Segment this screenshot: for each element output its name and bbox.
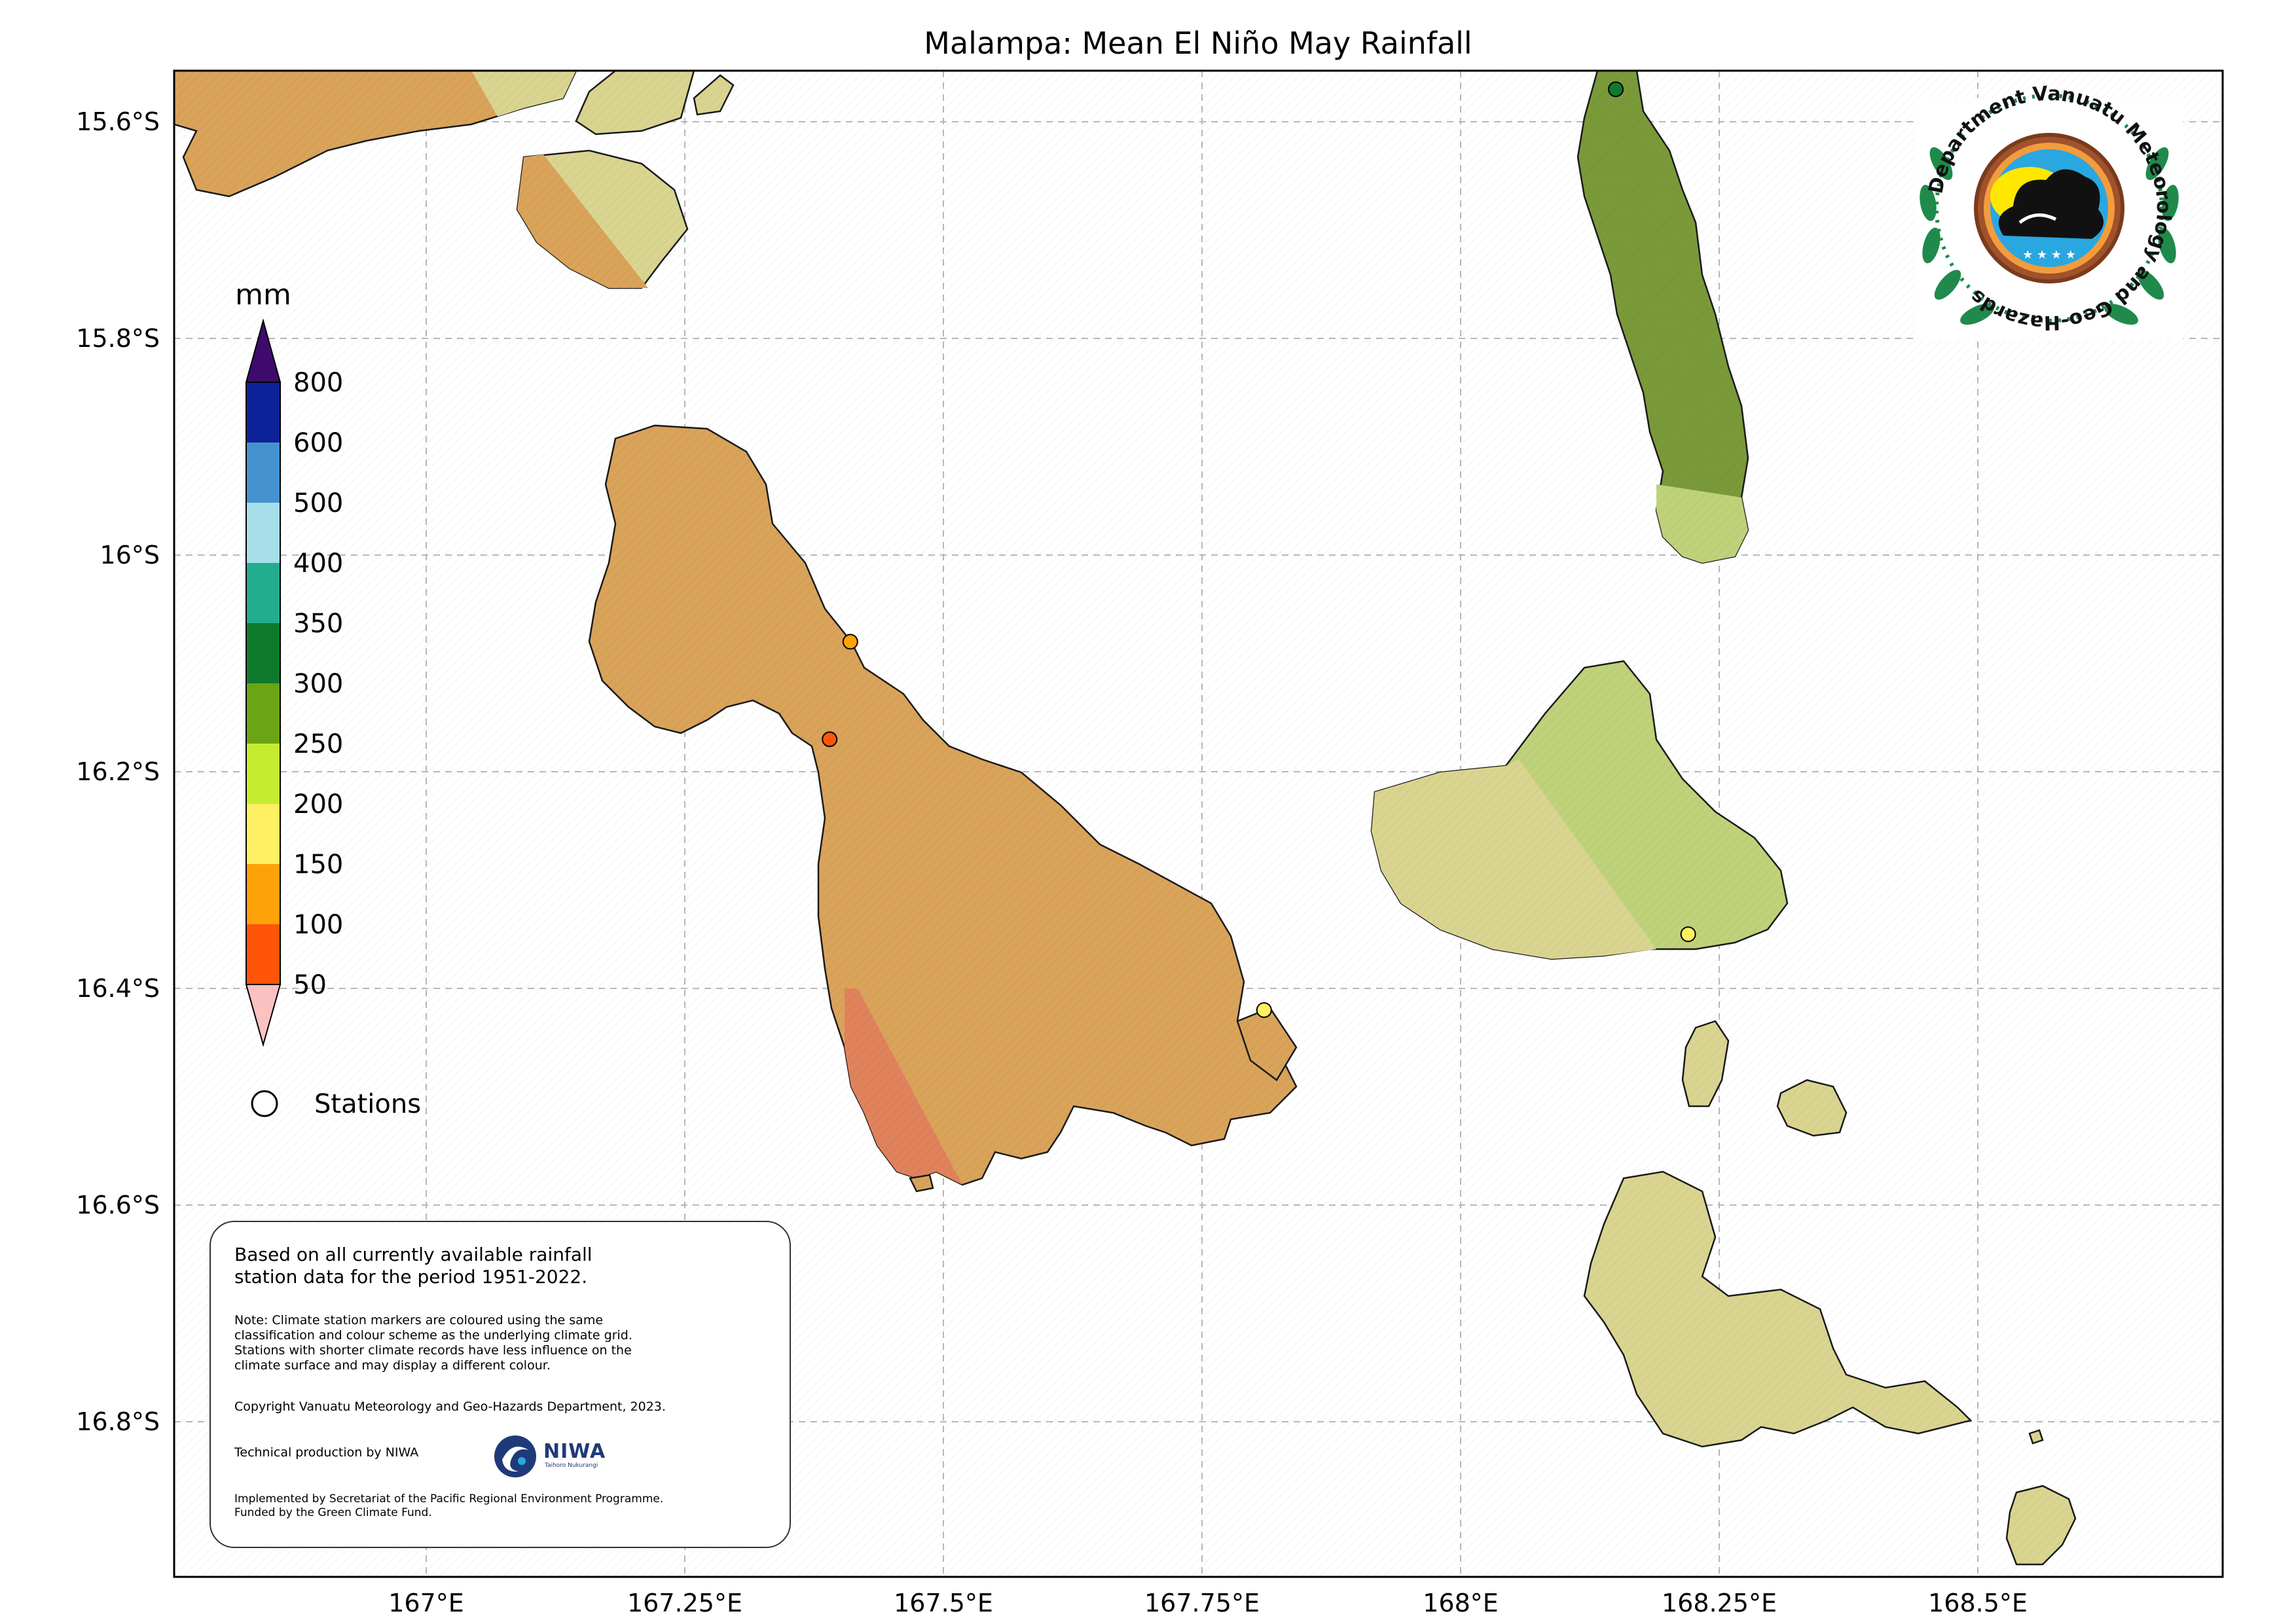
notes-note-line: classification and colour scheme as the … [234,1328,632,1343]
colorbar-tick: 300 [293,669,343,699]
colorbar-tick: 250 [293,729,343,759]
lat-tick-labels: 15.6°S 15.8°S 16°S 16.2°S 16.4°S 16.6°S … [76,107,160,1436]
colorbar-bin [246,744,280,804]
notes-note-line: Note: Climate station markers are colour… [234,1313,604,1327]
notes-copyright: Copyright Vanuatu Meteorology and Geo-Ha… [234,1399,666,1414]
stations-legend-label: Stations [314,1089,421,1119]
colorbar-tick: 200 [293,789,343,820]
vmgd-logo: Department Vanuatu Meteorology and Geo-H… [1915,82,2183,340]
niwa-swirl-icon [494,1435,536,1477]
colorbar-bin [246,503,280,563]
lon-tick: 168.25°E [1662,1589,1777,1617]
colorbar-tick: 400 [293,549,343,579]
lat-tick: 16°S [100,541,160,569]
lon-tick: 167.5°E [894,1589,993,1617]
notes-note-line: Stations with shorter climate records ha… [234,1343,632,1358]
map-frame [173,69,2224,1578]
svg-text:★ ★ ★ ★: ★ ★ ★ ★ [2022,248,2076,262]
lon-tick-labels: 167°E 167.25°E 167.5°E 167.75°E 168°E 16… [388,1589,2028,1617]
niwa-logo-subtext: Taihoro Nukurangi [545,1462,598,1469]
colorbar-bin [246,804,280,864]
lat-tick: 15.6°S [76,107,160,136]
station-marker [1680,926,1696,943]
station-markers [822,81,1696,1019]
notes-box [210,1221,791,1548]
lat-tick: 16.8°S [76,1407,160,1436]
notes-implemented-line: Funded by the Green Climate Fund. [234,1506,432,1519]
colorbar-tick: 500 [293,488,343,518]
notes-implemented: Implemented by Secretariat of the Pacifi… [234,1492,778,1520]
colorbar-bin [246,864,280,924]
notes-main: Based on all currently available rainfal… [234,1244,771,1288]
station-marker [822,731,838,748]
lat-tick: 15.8°S [76,324,160,353]
cloud-icon [1998,169,2104,239]
laurel-wreath-icon [1920,147,2179,325]
colorbar-tick: 50 [293,970,327,1000]
colorbar-tick: 100 [293,910,343,940]
notes-implemented-line: Implemented by Secretariat of the Pacifi… [234,1492,664,1506]
colorbar-bin [246,382,280,442]
station-marker [1608,81,1624,98]
notes-note-line: climate surface and may display a differ… [234,1358,551,1373]
lon-tick: 167.25°E [627,1589,742,1617]
colorbar-legend: mm 800 600 500 400 350 300 250 200 150 1… [235,278,421,1119]
lon-tick: 167°E [388,1589,464,1617]
lat-tick: 16.2°S [76,757,160,786]
colorbar-bin [246,442,280,503]
lat-tick: 16.4°S [76,974,160,1003]
legend-unit: mm [235,278,291,312]
colorbar-bin [246,924,280,984]
colorbar-bin [246,623,280,683]
notes-note: Note: Climate station markers are colour… [234,1313,778,1373]
map-title: Malampa: Mean El Niño May Rainfall [924,26,1472,61]
station-marker [1256,1002,1272,1019]
notes-main-line: station data for the period 1951-2022. [234,1266,588,1288]
notes-main-line: Based on all currently available rainfal… [234,1244,592,1265]
lon-tick: 168°E [1423,1589,1499,1617]
lon-tick: 167.75°E [1144,1589,1260,1617]
lon-tick: 168.5°E [1928,1589,2028,1617]
colorbar-tick: 350 [293,609,343,639]
colorbar-tick: 600 [293,428,343,458]
notes-technical: Technical production by NIWA [234,1445,419,1460]
niwa-logo-text: NIWA [543,1440,606,1463]
colorbar-bin [246,683,280,744]
station-marker [842,634,858,650]
colorbar-tick: 800 [293,368,343,398]
colorbar-tick: 150 [293,850,343,880]
colorbar-bin [246,563,280,623]
lat-tick: 16.6°S [76,1191,160,1219]
stations-legend-marker [251,1090,278,1117]
